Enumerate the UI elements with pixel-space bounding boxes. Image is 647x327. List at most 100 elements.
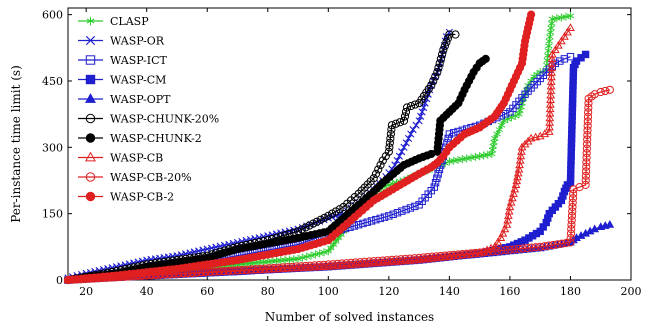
data-point: [527, 10, 536, 19]
data-point: [410, 254, 419, 263]
data-point: [324, 260, 333, 269]
data-point: [567, 225, 576, 234]
data-point: [544, 127, 554, 135]
data-point: [311, 250, 320, 259]
data-point: [546, 90, 556, 99]
legend-marker: [85, 151, 96, 162]
legend: CLASP WASP-OR WASP-ICT WASP-CM WASP-OPT WASP-…: [78, 15, 219, 204]
data-point: [287, 262, 297, 271]
data-point: [401, 107, 411, 117]
data-point: [501, 110, 510, 118]
data-point: [489, 142, 497, 151]
data-point: [584, 99, 593, 108]
data-point: [423, 253, 432, 262]
data-point: [562, 238, 571, 248]
data-point: [545, 104, 555, 113]
y-tick-label: 150: [42, 208, 63, 221]
data-point: [567, 220, 576, 229]
data-point: [547, 19, 556, 28]
legend-marker: [85, 55, 96, 65]
y-tick-label: 300: [42, 141, 63, 154]
data-point: [556, 57, 564, 65]
data-point: [553, 14, 561, 23]
data-point: [372, 215, 380, 224]
data-point: [319, 260, 328, 269]
data-point: [269, 263, 278, 273]
data-point: [407, 130, 415, 138]
legend-label: WASP-CB-2: [110, 191, 174, 204]
data-point: [547, 23, 555, 32]
legend-marker: [85, 191, 96, 202]
data-point: [605, 220, 615, 228]
x-tick-label: 20: [79, 285, 93, 298]
data-point: [404, 134, 413, 143]
data-point: [445, 30, 454, 39]
legend-label: WASP-OPT: [110, 93, 171, 106]
data-point: [367, 217, 376, 225]
data-point: [566, 229, 576, 238]
series-wasp-cb-2: [63, 10, 536, 285]
data-point: [493, 237, 503, 246]
data-point: [251, 265, 260, 274]
data-point: [583, 112, 593, 121]
data-point: [387, 125, 396, 134]
data-point: [518, 244, 527, 253]
data-point: [517, 147, 526, 155]
data-point: [406, 101, 416, 111]
data-point: [355, 258, 365, 267]
data-point: [427, 81, 436, 90]
data-point: [402, 139, 410, 147]
data-point: [507, 193, 517, 202]
data-point: [557, 13, 566, 22]
data-point: [298, 253, 307, 262]
data-point: [320, 248, 328, 257]
data-point: [444, 134, 452, 143]
data-point: [309, 219, 318, 228]
data-point: [583, 117, 592, 126]
data-point: [462, 249, 471, 258]
data-point: [395, 118, 405, 127]
data-point: [440, 251, 450, 260]
data-point: [333, 259, 342, 268]
data-point: [369, 174, 378, 183]
data-point: [306, 261, 315, 270]
data-point: [504, 211, 513, 219]
data-point: [450, 129, 458, 137]
data-point: [386, 134, 395, 143]
data-point: [562, 12, 570, 21]
data-point: [387, 121, 396, 130]
data-point: [429, 76, 438, 86]
data-point: [540, 242, 549, 251]
data-point: [512, 176, 522, 185]
legend-label: WASP-CHUNK-2: [110, 132, 202, 145]
data-point: [449, 250, 458, 259]
data-point: [582, 158, 591, 167]
data-point: [363, 218, 371, 226]
x-tick-label: 60: [200, 285, 214, 298]
data-point: [369, 257, 378, 266]
data-point: [581, 176, 590, 185]
data-point: [380, 213, 389, 221]
legend-marker: [85, 74, 96, 85]
data-point: [315, 260, 324, 270]
data-point: [402, 205, 410, 214]
legend-label: CLASP: [110, 15, 149, 28]
data-point: [546, 95, 555, 104]
legend-label: WASP-ICT: [110, 54, 168, 67]
data-point: [228, 266, 238, 275]
data-point: [440, 42, 449, 51]
x-tick-label: 80: [261, 285, 275, 298]
data-point: [466, 249, 476, 258]
legend-marker: [85, 133, 96, 143]
legend-item-wasp-cb-20: WASP-CB-20%: [78, 171, 192, 184]
data-point: [504, 206, 514, 215]
y-tick-label: 0: [56, 274, 63, 287]
data-point: [582, 144, 591, 153]
data-point: [302, 252, 311, 261]
data-point: [398, 207, 406, 215]
data-point: [337, 259, 347, 268]
data-point: [546, 86, 556, 94]
data-point: [581, 50, 590, 59]
data-point: [490, 242, 500, 250]
data-point: [431, 178, 440, 187]
